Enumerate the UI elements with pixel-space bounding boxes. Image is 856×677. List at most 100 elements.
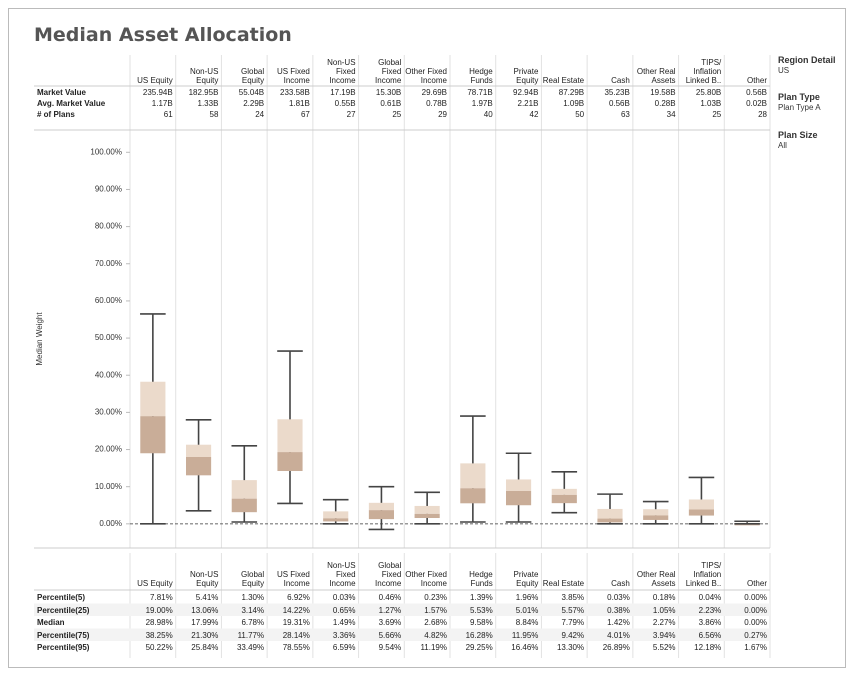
box-lower	[643, 515, 669, 520]
table-cell: 0.38%	[607, 605, 630, 615]
table-cell: 13.06%	[191, 605, 219, 615]
table-cell: 3.86%	[698, 618, 722, 627]
table-cell: 24	[255, 110, 265, 119]
y-axis-label: Median Weight	[35, 312, 44, 366]
table-cell: 9.42%	[561, 630, 585, 640]
box-lower	[688, 509, 714, 516]
table-cell: 58	[209, 110, 219, 119]
table-cell: 16.46%	[511, 643, 539, 652]
table-cell: 0.27%	[744, 630, 767, 640]
table-cell: 1.33B	[197, 99, 219, 108]
frame	[8, 8, 846, 668]
table-cell: 3.69%	[378, 618, 402, 627]
table-cell: 0.03%	[607, 593, 630, 602]
box-lower	[368, 510, 394, 520]
table-cell: 0.03%	[332, 593, 356, 602]
table-cell: 0.28B	[654, 99, 676, 108]
row-label: Median	[37, 618, 65, 627]
table-cell: 25	[392, 110, 402, 119]
table-cell: 0.23%	[424, 593, 447, 602]
column-header: Other Real Assets	[636, 570, 676, 588]
table-cell: 2.23%	[698, 605, 722, 615]
box-lower	[414, 513, 440, 519]
table-cell: 9.58%	[470, 618, 493, 627]
table-cell: 17.99%	[191, 618, 219, 627]
table-cell: 21.30%	[191, 630, 219, 640]
table-cell: 0.55B	[334, 99, 356, 108]
table-cell: 34	[666, 110, 676, 119]
column-header: Cash	[611, 76, 630, 85]
table-cell: 1.97B	[471, 99, 493, 108]
table-cell: 63	[620, 110, 630, 119]
column-header: Other Fixed Income	[405, 67, 447, 85]
box-upper	[323, 511, 349, 519]
table-cell: 1.05%	[652, 605, 676, 615]
box-upper	[186, 444, 212, 458]
box-lower	[277, 452, 303, 472]
column-header: Other	[746, 76, 767, 85]
table-cell: 6.59%	[332, 643, 356, 652]
filter-value: All	[778, 141, 787, 150]
table-cell: 5.01%	[515, 605, 539, 615]
table-cell: 40	[483, 110, 493, 119]
table-cell: 0.18%	[652, 593, 676, 602]
box-lower	[140, 416, 166, 454]
y-tick-label: 50.00%	[95, 333, 122, 342]
table-cell: 0.00%	[744, 593, 767, 602]
box-lower	[231, 498, 257, 513]
table-cell: 6.56%	[698, 630, 722, 640]
filter-title: Region Detail	[778, 55, 836, 65]
column-header: Global Equity	[241, 67, 265, 85]
table-cell: 17.19B	[330, 88, 356, 97]
table-cell: 29.25%	[465, 643, 493, 652]
box-upper	[368, 502, 394, 511]
table-cell: 19.31%	[282, 618, 310, 627]
table-cell: 7.79%	[561, 618, 585, 627]
row-band	[34, 628, 770, 641]
table-cell: 13.30%	[556, 643, 585, 652]
y-tick-label: 90.00%	[95, 185, 122, 194]
box-upper	[688, 499, 714, 510]
table-cell: 1.30%	[241, 593, 265, 602]
table-cell: 25.84%	[191, 643, 219, 652]
y-tick-label: 20.00%	[95, 445, 122, 454]
box-lower	[551, 494, 577, 504]
column-header: Cash	[611, 579, 630, 588]
table-cell: 6.92%	[287, 593, 310, 602]
row-label: Avg. Market Value	[37, 99, 106, 108]
table-cell: 3.94%	[652, 630, 676, 640]
table-cell: 27	[346, 110, 356, 119]
box-upper	[597, 508, 623, 519]
column-header: TIPS/ Inflation Linked B..	[685, 561, 722, 588]
box-upper	[414, 505, 440, 514]
table-cell: 29	[438, 110, 447, 119]
table-cell: 8.84%	[515, 618, 539, 627]
column-header: Private Equity	[513, 67, 539, 85]
y-tick-label: 10.00%	[95, 482, 122, 491]
table-cell: 1.39%	[470, 593, 493, 602]
table-cell: 1.67%	[744, 643, 767, 652]
table-cell: 2.21B	[517, 99, 539, 108]
table-cell: 0.65%	[332, 605, 356, 615]
box-lower	[323, 518, 349, 522]
box-upper	[231, 480, 257, 499]
column-header: Other Fixed Income	[405, 570, 447, 588]
table-cell: 35.23B	[604, 88, 630, 97]
table-cell: 182.95B	[188, 88, 219, 97]
row-label: # of Plans	[37, 110, 75, 119]
box-lower	[186, 457, 212, 476]
table-cell: 25	[712, 110, 722, 119]
table-cell: 19.00%	[145, 605, 173, 615]
box-upper	[643, 509, 669, 516]
column-header: Other	[746, 579, 767, 588]
table-cell: 33.49%	[236, 643, 265, 652]
filter-title: Plan Size	[778, 130, 818, 140]
table-cell: 1.27%	[378, 605, 402, 615]
table-cell: 0.78B	[426, 99, 447, 108]
table-cell: 1.49%	[332, 618, 356, 627]
table-cell: 29.69B	[421, 88, 447, 97]
table-cell: 25.80B	[695, 88, 722, 97]
table-cell: 26.89%	[602, 643, 630, 652]
table-cell: 78.71B	[467, 88, 493, 97]
